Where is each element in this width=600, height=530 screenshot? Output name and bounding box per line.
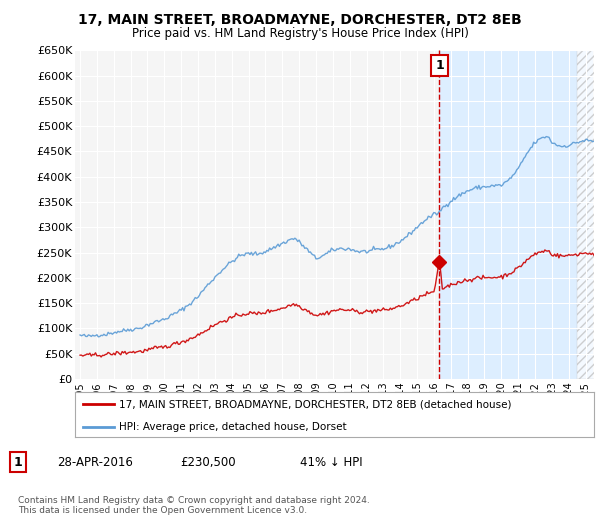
Text: 41% ↓ HPI: 41% ↓ HPI bbox=[300, 456, 362, 469]
Text: £230,500: £230,500 bbox=[180, 456, 236, 469]
Text: Contains HM Land Registry data © Crown copyright and database right 2024.
This d: Contains HM Land Registry data © Crown c… bbox=[18, 496, 370, 515]
Bar bbox=[577, 50, 596, 379]
Text: 17, MAIN STREET, BROADMAYNE, DORCHESTER, DT2 8EB: 17, MAIN STREET, BROADMAYNE, DORCHESTER,… bbox=[78, 13, 522, 27]
Text: 1: 1 bbox=[435, 59, 444, 72]
Text: 17, MAIN STREET, BROADMAYNE, DORCHESTER, DT2 8EB (detached house): 17, MAIN STREET, BROADMAYNE, DORCHESTER,… bbox=[119, 400, 512, 409]
Text: 28-APR-2016: 28-APR-2016 bbox=[57, 456, 133, 469]
Text: 1: 1 bbox=[14, 456, 22, 469]
Text: Price paid vs. HM Land Registry's House Price Index (HPI): Price paid vs. HM Land Registry's House … bbox=[131, 26, 469, 40]
Text: HPI: Average price, detached house, Dorset: HPI: Average price, detached house, Dors… bbox=[119, 422, 347, 432]
Bar bbox=[439, 50, 593, 379]
